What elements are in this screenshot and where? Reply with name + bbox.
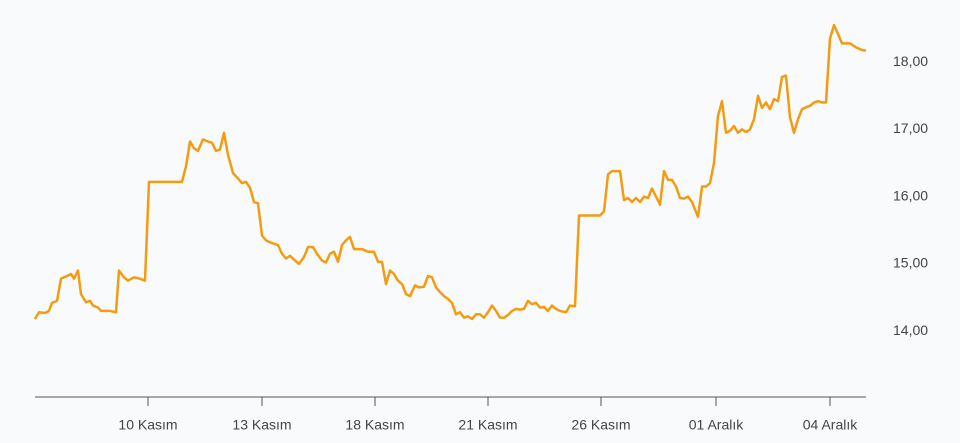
x-tick-label: 21 Kasım <box>458 417 517 433</box>
y-tick-label: 16,00 <box>893 187 928 203</box>
x-tick-label: 18 Kasım <box>345 417 404 433</box>
x-tick-label: 26 Kasım <box>571 417 630 433</box>
x-tick-label: 13 Kasım <box>232 417 291 433</box>
y-tick-label: 14,00 <box>893 322 928 338</box>
y-tick-label: 18,00 <box>893 53 928 69</box>
x-tick-label: 01 Aralık <box>689 417 744 433</box>
line-series <box>33 23 867 321</box>
x-tick-label: 04 Aralık <box>803 417 858 433</box>
y-tick-label: 15,00 <box>893 255 928 271</box>
y-tick-label: 17,00 <box>893 120 928 136</box>
x-tick-label: 10 Kasım <box>118 417 177 433</box>
